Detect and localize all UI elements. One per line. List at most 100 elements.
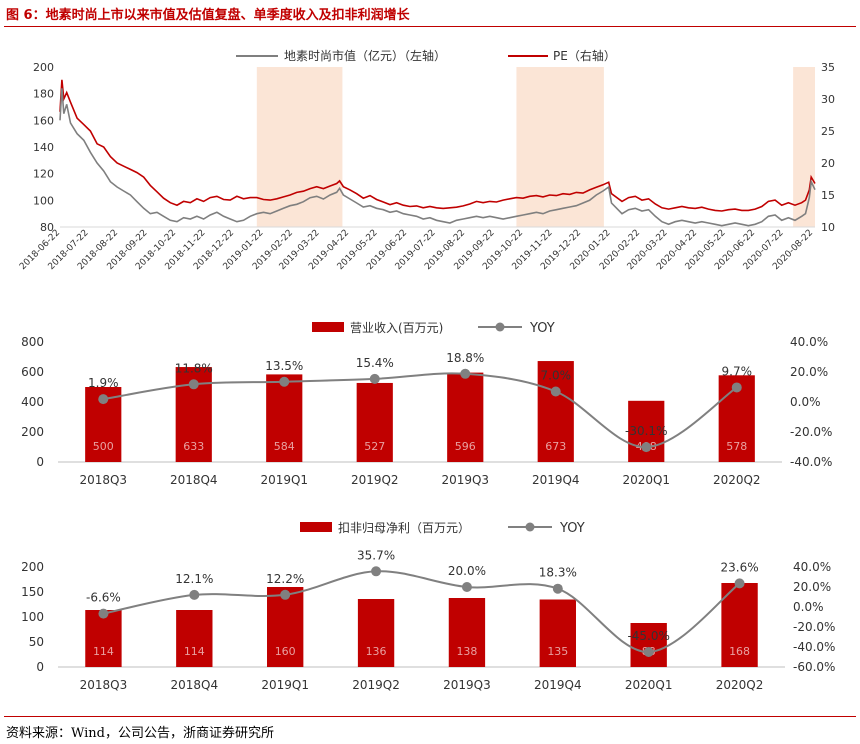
x-tick-label: 2019Q4 [532,473,580,487]
y-left-tick-label: 50 [29,635,44,649]
y-right-tick-label: 15 [821,189,835,202]
bar-value-label: 160 [275,645,296,658]
bar [85,610,122,667]
profit-legend-label-bar: 扣非归母净利（百万元） [338,521,470,535]
source-note: 资料来源：Wind，公司公告，浙商证券研究所 [6,726,274,741]
bar-value-label: 138 [456,645,477,658]
y-left-tick-label: 100 [33,194,54,207]
x-tick-label: 2018Q4 [171,678,219,692]
profit-legend-marker-yoy [525,522,535,532]
x-tick-label: 2019Q2 [351,473,399,487]
yoy-value-label: 23.6% [721,560,759,574]
yoy-value-label: 7.0% [541,369,572,383]
y-right-tick-label: 20 [821,157,835,170]
x-tick-label: 2019Q1 [260,473,308,487]
bar-value-label: 584 [274,440,295,453]
series-line-pe [59,79,816,212]
revenue-legend-label-bar: 营业收入(百万元) [350,321,443,335]
bar-value-label: 135 [547,645,568,658]
legend-label-pe: PE（右轴） [553,48,616,63]
bar [721,583,758,667]
y-right-tick-label: -20.0% [793,620,835,634]
y-right-tick-label: 40.0% [793,560,831,574]
highlight-period [516,67,604,227]
x-tick-label: 2018Q3 [80,678,128,692]
y-left-tick-label: 0 [36,455,44,469]
y-right-tick-label: 40.0% [790,335,828,349]
bar [356,382,393,462]
y-right-tick-label: 20.0% [793,580,831,594]
yoy-value-label: 13.5% [265,359,303,373]
yoy-point [188,379,199,390]
bar [537,361,574,462]
y-left-tick-label: 800 [21,335,44,349]
bar-value-label: 578 [726,440,747,453]
bar-value-label: 136 [366,645,387,658]
y-left-tick-label: 0 [36,660,44,674]
revenue-legend-label-yoy: YOY [529,321,555,336]
y-left-tick-label: 150 [21,585,44,599]
y-left-tick-label: 600 [21,365,44,379]
yoy-point [279,376,290,387]
bar-value-label: 114 [184,645,205,658]
yoy-value-label: 15.4% [356,356,394,370]
yoy-point [189,589,200,600]
bar [447,372,484,462]
bar [630,623,667,667]
yoy-value-label: 1.9% [88,376,119,390]
figure-title: 图 6：地素时尚上市以来市值及估值复盘、单季度收入及扣非利润增长 [6,8,410,23]
yoy-point [731,382,742,393]
bar-value-label: 673 [545,440,566,453]
y-left-tick-label: 140 [33,141,54,154]
x-tick-label: 2020Q2 [713,473,761,487]
yoy-point [460,368,471,379]
y-right-tick-label: -40.0% [793,640,835,654]
yoy-point [280,589,291,600]
y-right-tick-label: -60.0% [793,660,835,674]
yoy-point [643,647,654,657]
x-tick-label: 2018Q3 [79,473,127,487]
yoy-value-label: 20.0% [448,564,486,578]
bar [448,598,486,667]
profit-legend-label-yoy: YOY [559,521,585,536]
legend-label-market-cap: 地素时尚市值（亿元）（左轴） [284,48,446,63]
yoy-value-label: 9.7% [722,364,753,378]
revenue-legend-marker-yoy [495,322,505,332]
y-right-tick-label: 10 [821,221,835,234]
yoy-value-label: 35.7% [357,548,395,562]
bar-value-label: 633 [183,440,204,453]
x-tick-label: 2019Q3 [441,473,489,487]
bar-value-label: 527 [364,440,385,453]
yoy-point [734,578,745,589]
bar [176,610,213,667]
y-right-tick-label: 20.0% [790,365,828,379]
x-tick-label: 2020Q1 [625,678,673,692]
bar-value-label: 168 [729,645,750,658]
x-tick-label: 2020Q2 [716,678,764,692]
y-right-tick-label: 30 [821,93,835,106]
y-left-tick-label: 180 [33,88,54,101]
bar-value-label: 500 [93,440,114,453]
y-left-tick-label: 200 [21,560,44,574]
y-right-tick-label: -40.0% [790,455,832,469]
x-tick-label: 2019Q3 [443,678,491,692]
title-rule [4,26,856,27]
series-line-market-cap [59,88,816,227]
yoy-value-label: -45.0% [627,629,669,643]
footer-rule [4,716,856,717]
revenue-legend-swatch-bar [312,322,344,332]
yoy-point [550,386,561,397]
y-right-tick-label: -20.0% [790,425,832,439]
y-left-tick-label: 120 [33,168,54,181]
y-right-tick-label: 0.0% [793,600,824,614]
yoy-point [461,582,472,592]
yoy-value-label: 18.3% [539,566,577,580]
bar [357,599,395,667]
y-right-tick-label: 25 [821,125,835,138]
yoy-value-label: -30.1% [625,424,667,438]
x-tick-label: 2019Q2 [352,678,400,692]
yoy-point [98,394,109,405]
bar-value-label: 114 [93,645,114,658]
bar [266,374,303,462]
market-cap-pe-chart: 801001201401601802001015202530352018-06-… [18,48,835,272]
